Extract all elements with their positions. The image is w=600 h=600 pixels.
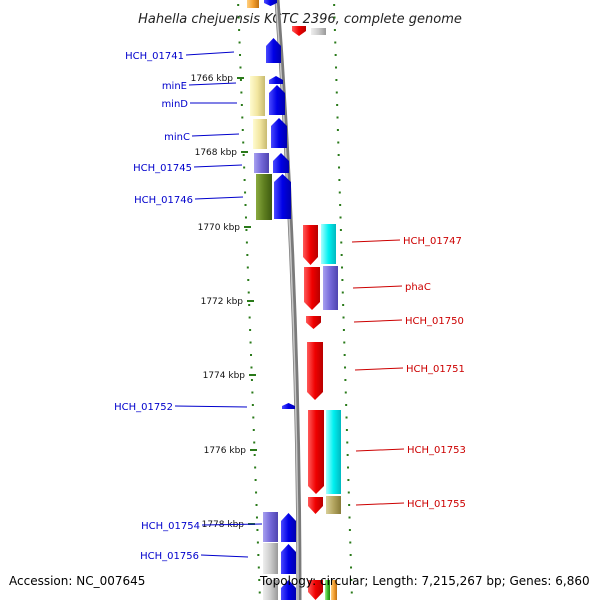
gene-label-leader <box>352 285 403 289</box>
gene-arrow-plus <box>303 225 318 265</box>
gene-label-right: HCH_01747 <box>403 236 462 247</box>
map-title: Hahella chejuensis KCTC 2396, complete g… <box>138 12 462 27</box>
topology-text: Topology: circular; Length: 7,215,267 bp… <box>260 574 590 588</box>
gene-label-leader <box>194 196 244 200</box>
kbp-label: 1776 kbp <box>204 446 247 456</box>
gene-label-right: phaC <box>405 282 431 293</box>
gene-label-leader <box>185 51 235 56</box>
gene-label-right: HCH_01750 <box>405 316 464 327</box>
tick-ring-left <box>237 4 261 594</box>
gene-arrow-plus <box>304 267 320 310</box>
gene-label-leader <box>355 502 405 506</box>
gene-label-left: HCH_01746 <box>134 195 193 206</box>
gene-label-leader <box>188 82 237 86</box>
gene-label-right: HCH_01755 <box>407 499 466 510</box>
gene-arrow-plus <box>308 580 323 600</box>
gene-arrow-plus <box>306 316 321 329</box>
gene-feature-cog <box>323 266 338 310</box>
kbp-label: 1774 kbp <box>203 371 246 381</box>
gene-label-right: HCH_01753 <box>407 445 466 456</box>
gene-arrow-plus <box>308 497 323 514</box>
gene-feature-cog <box>254 153 269 173</box>
gene-label-leader <box>174 405 248 408</box>
kbp-label: 1766 kbp <box>191 74 234 84</box>
gene-arrow-minus <box>281 544 296 574</box>
gene-label-leader <box>354 367 404 371</box>
gene-arrow-minus <box>273 153 289 173</box>
gene-arrow-plus <box>292 26 306 36</box>
gene-feature-cog <box>250 76 265 116</box>
gene-arrow-minus <box>281 580 296 600</box>
gene-label-left: minD <box>161 99 188 110</box>
gene-feature-cog <box>247 0 259 8</box>
gene-label-leader <box>200 554 249 558</box>
gene-arrow-minus <box>266 38 281 63</box>
gene-arrow-minus <box>282 403 295 409</box>
gene-features <box>247 0 341 600</box>
gene-label-left: minE <box>162 81 187 92</box>
gene-feature-cog <box>256 174 272 220</box>
gene-feature-cog <box>263 580 278 600</box>
gene-feature-cog <box>326 496 341 514</box>
gene-label-left: minC <box>164 132 190 143</box>
kbp-scale: 1766 kbp 1768 kbp 1770 kbp 1772 kbp 1774 kbp… <box>191 74 257 530</box>
gene-label-right: HCH_01751 <box>406 364 465 375</box>
kbp-label: 1768 kbp <box>195 148 238 158</box>
gene-label-left: HCH_01745 <box>133 163 192 174</box>
gene-arrow-minus <box>269 76 283 84</box>
gene-label-leader <box>355 448 405 452</box>
left-gene-labels: HCH_01741 minE minD minC HCH_01745 HCH_01746 H… <box>114 51 263 562</box>
gene-label-leader <box>351 239 401 243</box>
gene-arrow-minus <box>264 0 277 6</box>
gene-label-left: HCH_01741 <box>125 51 184 62</box>
gene-label-leader <box>193 164 243 168</box>
gene-label-left: HCH_01756 <box>140 551 199 562</box>
gene-feature-cog <box>331 580 337 600</box>
accession-text: Accession: NC_007645 <box>9 574 146 588</box>
gene-label-leader <box>191 133 240 137</box>
gene-feature-cog <box>253 119 267 149</box>
right-gene-labels: HCH_01747 phaC HCH_01750 HCH_01751 HCH_01753… <box>351 236 466 510</box>
gene-arrow-plus <box>307 342 323 400</box>
gene-arrow-minus <box>281 513 296 542</box>
gene-arrow-plus <box>308 410 324 494</box>
gene-label-left: HCH_01752 <box>114 402 173 413</box>
gene-feature-cog <box>326 410 341 494</box>
gene-arrow-minus <box>269 85 285 115</box>
gene-label-left: HCH_01754 <box>141 521 200 532</box>
gene-feature-cog <box>325 580 330 600</box>
gene-label-leader <box>201 523 263 526</box>
kbp-label: 1770 kbp <box>198 223 241 233</box>
gene-label-leader <box>353 319 403 323</box>
gene-feature-cog <box>321 224 336 264</box>
gene-feature-cog <box>263 512 278 542</box>
gene-arrow-minus <box>274 174 291 219</box>
gene-arrow-minus <box>271 118 287 148</box>
tick-ring-right <box>333 4 353 594</box>
gene-feature-cog <box>263 543 278 574</box>
gene-feature-cog <box>311 28 326 35</box>
kbp-label: 1772 kbp <box>201 297 244 307</box>
